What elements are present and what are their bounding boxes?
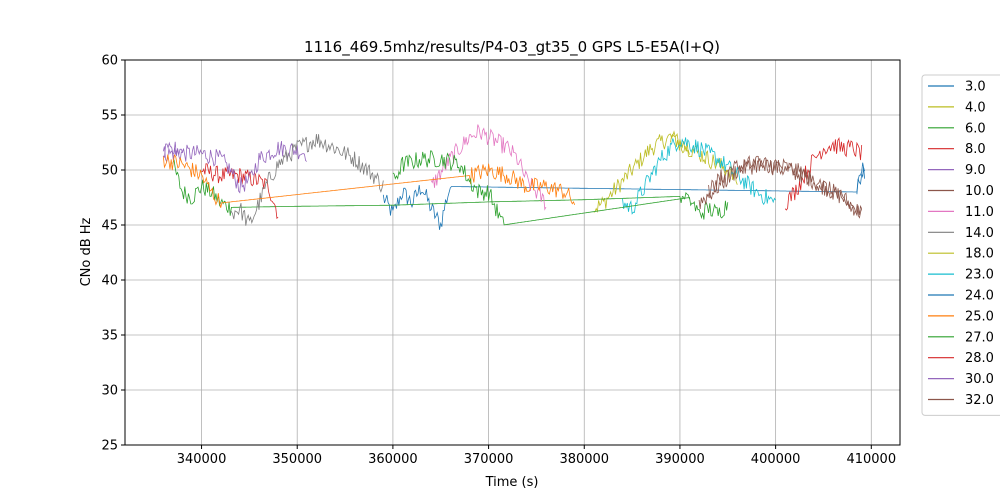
legend-label: 32.0 (965, 393, 994, 408)
plot-frame (124, 59, 901, 446)
legend-label: 28.0 (965, 351, 994, 366)
legend-label: 18.0 (965, 247, 994, 262)
series-line-6-0 (172, 159, 690, 216)
series-layer (162, 124, 865, 230)
series-line-8-0 (201, 163, 279, 220)
x-tick-label: 370000 (464, 452, 514, 467)
legend-label: 30.0 (965, 372, 994, 387)
y-tick-label: 55 (101, 109, 118, 124)
y-tick-label: 50 (101, 164, 118, 179)
series-line-10-0 (708, 155, 863, 219)
series-line-28-0 (784, 136, 863, 211)
legend-label: 23.0 (965, 268, 994, 283)
y-tick-label: 60 (101, 54, 118, 69)
chart-title: 1116_469.5mhz/results/P4-03_gt35_0 GPS L… (304, 38, 720, 57)
x-tick-label: 400000 (751, 452, 801, 467)
series-line-18-0 (670, 132, 738, 185)
series-line-4-0 (593, 130, 690, 213)
legend-box (921, 74, 1000, 416)
legend-label: 8.0 (965, 142, 986, 157)
legend-label: 9.0 (965, 163, 986, 178)
legend: 3.0 4.0 6.0 8.0 9.0 10.0 11.0 14.0 18.0 23.0 24.0 2… (921, 74, 1000, 416)
y-axis-label: CNo dB Hz (79, 217, 94, 286)
series-line-24-0 (856, 162, 865, 195)
y-tick-label: 35 (101, 329, 118, 344)
series-line-32-0 (698, 156, 863, 217)
legend-label: 25.0 (965, 309, 994, 324)
legend-label: 3.0 (965, 80, 986, 95)
legend-label: 14.0 (965, 226, 994, 241)
y-tick-label: 30 (101, 384, 118, 399)
series-line-3-0 (382, 167, 865, 230)
series-line-14-0 (229, 133, 384, 226)
legend-label: 4.0 (965, 100, 986, 115)
y-axis: 25 30 35 40 45 50 55 60 (101, 54, 125, 454)
series-line-11-0 (430, 124, 547, 211)
legend-label: 27.0 (965, 330, 994, 345)
x-tick-label: 360000 (368, 452, 418, 467)
series-line-25-0 (162, 154, 576, 208)
x-tick-label: 350000 (272, 452, 322, 467)
x-tick-label: 390000 (655, 452, 705, 467)
x-axis: 340000 350000 360000 370000 380000 390000 4000… (177, 445, 896, 467)
legend-label: 11.0 (965, 205, 994, 220)
legend-label: 10.0 (965, 184, 994, 199)
series-line-27-0 (392, 150, 729, 226)
legend-label: 24.0 (965, 289, 994, 304)
series-line-30-0 (162, 141, 183, 159)
x-axis-label: Time (s) (485, 475, 539, 490)
x-tick-label: 380000 (559, 452, 609, 467)
x-tick-label: 410000 (846, 452, 896, 467)
series-line-9-0 (162, 141, 308, 194)
y-tick-label: 45 (101, 219, 118, 234)
series-line-23-0 (622, 137, 776, 215)
y-tick-label: 40 (101, 274, 118, 289)
grid-lines (125, 59, 900, 446)
x-tick-label: 340000 (177, 452, 227, 467)
y-tick-label: 25 (101, 439, 118, 454)
legend-label: 6.0 (965, 121, 986, 136)
